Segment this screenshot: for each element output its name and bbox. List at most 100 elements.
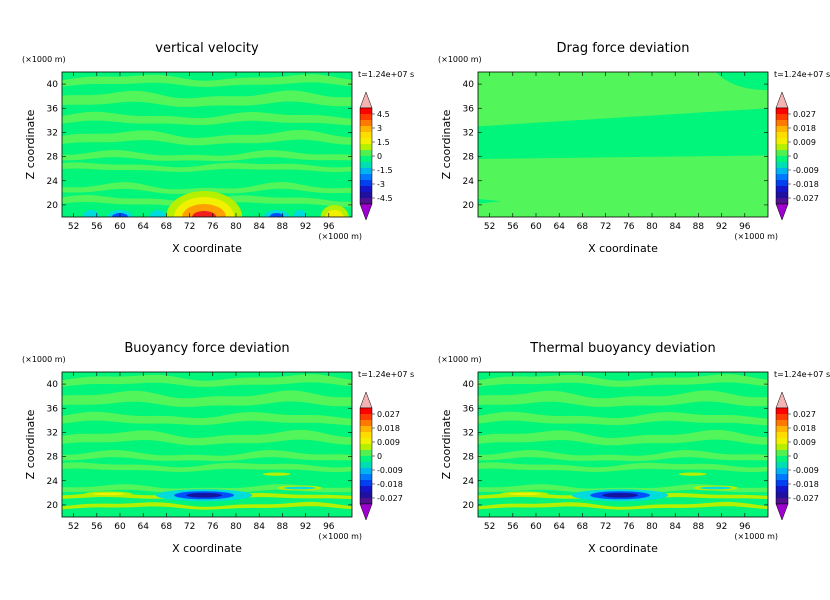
colorbar-bottom-arrow bbox=[359, 203, 373, 221]
colorbar-segment bbox=[360, 192, 372, 198]
x-tick-label: 56 bbox=[91, 522, 103, 532]
x-tick-label: 96 bbox=[739, 222, 751, 232]
colorbar-segment bbox=[360, 474, 372, 480]
colorbar-segment bbox=[776, 468, 788, 474]
buoyancy-streak bbox=[262, 472, 291, 476]
x-tick-label: 84 bbox=[669, 222, 681, 232]
buoyancy-streak bbox=[508, 492, 541, 496]
colorbar-segment bbox=[776, 126, 788, 132]
time-label: t=1.24e+07 s bbox=[358, 70, 414, 79]
buoyancy-cold bbox=[602, 492, 639, 498]
plot-frame bbox=[61, 71, 353, 218]
time-label: t=1.24e+07 s bbox=[774, 70, 830, 79]
colorbar-segment bbox=[776, 120, 788, 126]
x-tick-label: 52 bbox=[484, 522, 495, 532]
x-tick-label: 56 bbox=[91, 222, 103, 232]
colorbar-label: 3 bbox=[377, 124, 382, 133]
colorbar-top-arrow bbox=[359, 91, 373, 109]
field-band bbox=[62, 111, 352, 126]
x-unit-label: (×1000 m) bbox=[734, 532, 778, 541]
colorbar-segment bbox=[360, 498, 372, 504]
x-tick-label: 60 bbox=[530, 222, 542, 232]
y-tick-label: 28 bbox=[47, 453, 59, 463]
buoyancy-streak bbox=[699, 486, 732, 490]
y-tick-label: 32 bbox=[463, 428, 474, 438]
colorbar-segment bbox=[360, 156, 372, 162]
colorbar-segment bbox=[360, 174, 372, 180]
field-band bbox=[62, 90, 352, 107]
colorbar-segment bbox=[776, 486, 788, 492]
colorbar-label: 0.027 bbox=[793, 410, 816, 419]
y-axis-label: Z coordinate bbox=[24, 409, 37, 479]
velocity-cold bbox=[269, 213, 284, 217]
field-band bbox=[478, 429, 768, 446]
y-tick-label: 32 bbox=[463, 128, 474, 138]
x-tick-label: 80 bbox=[646, 522, 658, 532]
colorbar-top-arrow bbox=[775, 91, 789, 109]
colorbar-bottom-arrow bbox=[775, 503, 789, 521]
colorbar-segment bbox=[360, 114, 372, 120]
field-layer bbox=[478, 72, 768, 217]
y-tick-label: 36 bbox=[47, 104, 59, 114]
x-tick-label: 80 bbox=[646, 222, 658, 232]
x-axis-label: X coordinate bbox=[588, 542, 658, 555]
colorbar-segment bbox=[360, 132, 372, 138]
field-band bbox=[478, 462, 768, 473]
colorbar-label: 0.009 bbox=[793, 438, 816, 447]
colorbar-label: 1.5 bbox=[377, 138, 390, 147]
colorbar-segment bbox=[360, 462, 372, 468]
x-tick-label: 72 bbox=[600, 222, 611, 232]
y-unit-label: (×1000 m) bbox=[22, 355, 66, 364]
colorbar-segment bbox=[776, 426, 788, 432]
chart-panel-3: Buoyancy force deviation (×1000 m) t=1.24e… bbox=[22, 341, 414, 555]
colorbar-top-arrow bbox=[775, 391, 789, 409]
y-tick-label: 24 bbox=[463, 177, 475, 187]
field-band bbox=[62, 129, 352, 146]
colorbar-label: -1.5 bbox=[377, 166, 393, 175]
x-tick-label: 52 bbox=[484, 222, 495, 232]
colorbar-segment bbox=[360, 144, 372, 150]
y-tick-label: 32 bbox=[47, 428, 58, 438]
time-label: t=1.24e+07 s bbox=[358, 370, 414, 379]
y-unit-label: (×1000 m) bbox=[438, 355, 482, 364]
colorbar-segment bbox=[360, 456, 372, 462]
colorbar-segment bbox=[360, 168, 372, 174]
y-tick-label: 40 bbox=[463, 380, 475, 390]
colorbar-label: 0.018 bbox=[377, 424, 400, 433]
colorbar-segment bbox=[776, 498, 788, 504]
colorbar-segment bbox=[360, 438, 372, 444]
field-band bbox=[62, 374, 352, 387]
x-tick-label: 92 bbox=[716, 222, 727, 232]
field-band bbox=[62, 429, 352, 446]
colorbar-segment bbox=[360, 444, 372, 450]
x-tick-label: 88 bbox=[277, 522, 289, 532]
colorbar-label: -3 bbox=[377, 180, 385, 189]
colorbar-label: 0.009 bbox=[793, 138, 816, 147]
colorbar-segment bbox=[776, 174, 788, 180]
field-layer bbox=[62, 72, 352, 217]
y-tick-label: 32 bbox=[47, 128, 58, 138]
y-axis-label: Z coordinate bbox=[24, 109, 37, 179]
y-tick-label: 20 bbox=[47, 501, 59, 511]
field-band bbox=[62, 450, 352, 462]
x-tick-label: 68 bbox=[577, 222, 589, 232]
x-axis-label: X coordinate bbox=[588, 242, 658, 255]
x-tick-label: 76 bbox=[207, 522, 219, 532]
colorbar-label: 0.027 bbox=[793, 110, 816, 119]
field-band bbox=[478, 484, 768, 493]
colorbar-segment bbox=[776, 132, 788, 138]
x-tick-label: 52 bbox=[68, 522, 79, 532]
x-tick-label: 64 bbox=[137, 222, 149, 232]
velocity-dome bbox=[182, 204, 227, 217]
colorbar-label: 0.027 bbox=[377, 410, 400, 419]
field-band bbox=[478, 450, 768, 462]
chart-title: Drag force deviation bbox=[557, 41, 690, 56]
panels-group: vertical velocity (×1000 m) t=1.24e+07 s 52… bbox=[22, 41, 830, 555]
field-band bbox=[478, 411, 768, 426]
x-tick-label: 92 bbox=[300, 222, 311, 232]
field-band bbox=[62, 501, 352, 510]
colorbar-segment bbox=[776, 138, 788, 144]
colorbar-segment bbox=[776, 438, 788, 444]
y-axis-label: Z coordinate bbox=[440, 109, 453, 179]
colorbar-label: 0.009 bbox=[377, 438, 400, 447]
